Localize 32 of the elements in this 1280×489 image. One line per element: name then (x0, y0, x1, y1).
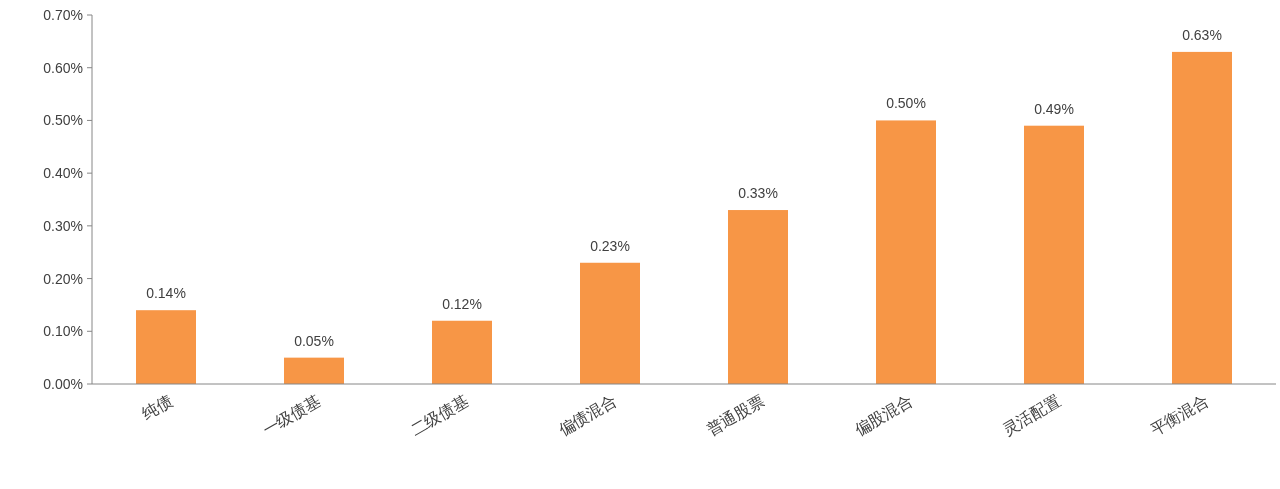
x-tick-label: 二级债基 (407, 391, 472, 440)
bar (136, 310, 196, 384)
bar (1024, 125, 1084, 384)
data-label: 0.23% (590, 237, 630, 254)
data-label: 0.50% (886, 95, 926, 112)
y-tick-label: 0.40% (43, 165, 83, 182)
x-tick-label: 偏债混合 (555, 391, 620, 440)
x-tick-label: 平衡混合 (1147, 391, 1212, 440)
data-label: 0.14% (146, 285, 186, 302)
data-label: 0.49% (1034, 100, 1074, 117)
bar (1172, 51, 1232, 384)
y-tick-label: 0.60% (43, 59, 83, 76)
bar (432, 320, 492, 384)
x-tick-label: 灵活配置 (999, 391, 1064, 440)
x-tick-label: 普通股票 (703, 391, 768, 440)
y-tick-label: 0.00% (43, 376, 83, 392)
y-tick-label: 0.20% (43, 270, 83, 287)
bar (284, 357, 344, 384)
x-tick-label: 偏股混合 (851, 391, 916, 440)
x-tick-label: 一级债基 (259, 391, 324, 440)
y-tick-label: 0.70% (43, 7, 83, 23)
y-tick-label: 0.10% (43, 323, 83, 340)
y-tick-label: 0.30% (43, 217, 83, 234)
data-label: 0.05% (294, 332, 334, 349)
bar (580, 262, 640, 384)
x-tick-label: 纯债 (138, 391, 176, 424)
y-tick-label: 0.50% (43, 112, 83, 129)
bar (728, 210, 788, 384)
bar (876, 120, 936, 384)
data-label: 0.33% (738, 185, 778, 202)
data-label: 0.12% (442, 295, 482, 312)
data-label: 0.63% (1182, 26, 1222, 43)
